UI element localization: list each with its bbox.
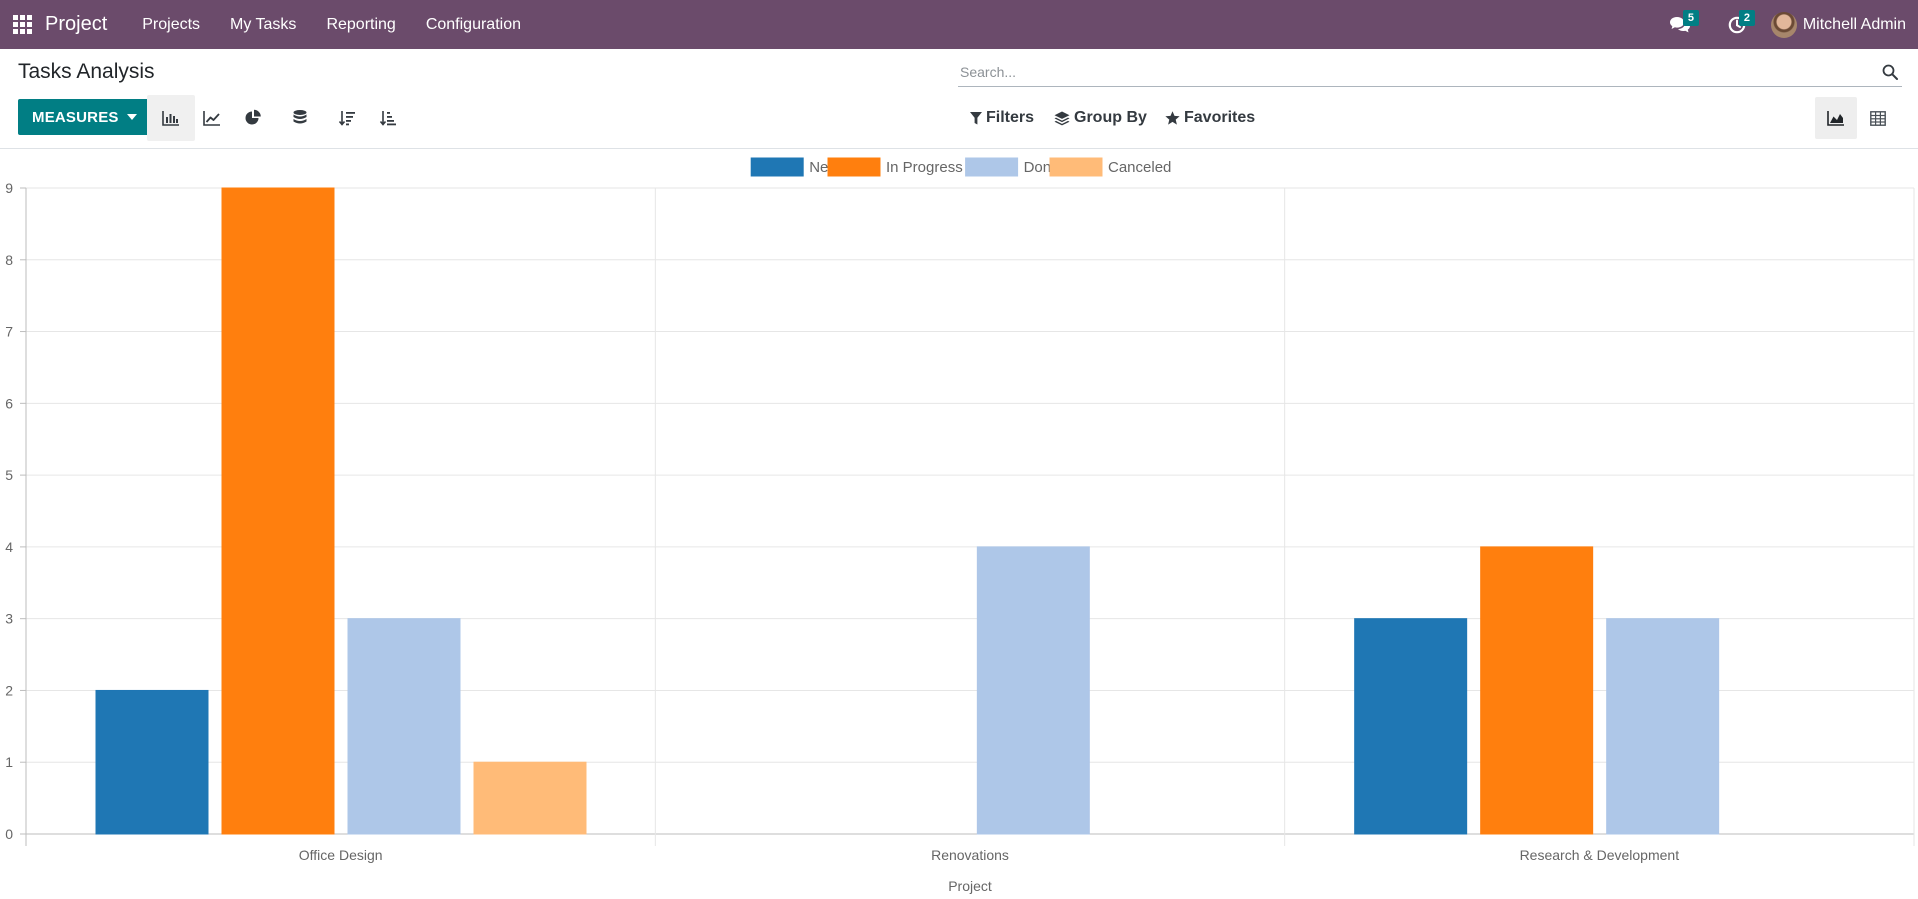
bar-in-progress[interactable] (1480, 546, 1594, 835)
messages-button[interactable]: 5 (1653, 0, 1709, 49)
y-tick-label: 0 (5, 826, 13, 842)
y-tick-label: 2 (5, 682, 13, 698)
filter-icon (970, 111, 982, 124)
pie-chart-button[interactable] (229, 95, 277, 141)
main-menu: Projects My Tasks Reporting Configuratio… (127, 0, 536, 49)
x-axis-label: Project (948, 878, 992, 894)
bar-new[interactable] (1354, 618, 1468, 835)
y-tick-label: 7 (5, 324, 13, 340)
favorites-button[interactable]: Favorites (1165, 109, 1255, 127)
search-input[interactable] (958, 63, 1878, 80)
sort-descending-button[interactable] (323, 95, 371, 141)
tasks-bar-chart: 0 1 2 3 4 5 6 7 8 9 Office Design Renovations Resear… (5, 157, 1915, 894)
bar-in-progress[interactable] (221, 187, 335, 835)
star-icon (1165, 111, 1180, 125)
bar-new[interactable] (95, 689, 209, 835)
y-tick-label: 3 (5, 611, 13, 627)
filters-label: Filters (986, 109, 1035, 126)
activities-button[interactable]: 2 (1709, 0, 1765, 49)
filters-button[interactable]: Filters (970, 109, 1034, 127)
bar-chart-icon (162, 111, 179, 126)
menu-reporting[interactable]: Reporting (326, 16, 396, 33)
layers-icon (1054, 111, 1070, 125)
legend-swatch-done[interactable] (965, 157, 1019, 177)
line-chart-button[interactable] (188, 95, 236, 141)
messages-count-badge: 5 (1682, 10, 1699, 26)
bar-chart-button[interactable] (147, 95, 195, 141)
activities-count-badge: 2 (1738, 10, 1755, 26)
page-title: Tasks Analysis (18, 60, 155, 83)
control-panel-divider (0, 148, 1918, 149)
database-icon (293, 110, 307, 124)
app-brand[interactable]: Project (45, 13, 108, 35)
x-tick-label: Renovations (931, 847, 1009, 863)
sort-descending-icon (338, 111, 355, 126)
avatar (1770, 11, 1797, 38)
caret-down-icon (126, 114, 137, 120)
table-icon (1870, 110, 1886, 126)
bar-done[interactable] (347, 618, 461, 835)
legend-swatch-canceled[interactable] (1049, 157, 1103, 177)
y-tick-label: 9 (5, 180, 13, 196)
sort-ascending-icon (379, 111, 396, 126)
legend-label-in-progress[interactable]: In Progress (886, 159, 963, 176)
systray: 5 2 Mitchell Admin (1653, 0, 1918, 49)
pivot-view-button[interactable] (1857, 97, 1899, 139)
y-tick-label: 5 (5, 467, 13, 483)
apps-menu-icon[interactable] (0, 0, 44, 49)
pie-chart-icon (245, 109, 261, 125)
menu-my-tasks[interactable]: My Tasks (230, 16, 297, 33)
user-name: Mitchell Admin (1802, 15, 1906, 33)
x-tick-label: Research & Development (1520, 847, 1680, 863)
favorites-label: Favorites (1184, 109, 1256, 126)
legend-swatch-in-progress[interactable] (827, 157, 881, 177)
bar-canceled[interactable] (473, 761, 587, 835)
measures-label: MEASURES (32, 108, 119, 126)
stacked-button[interactable] (276, 95, 324, 141)
y-tick-label: 4 (5, 539, 13, 555)
y-tick-label: 8 (5, 252, 13, 268)
y-tick-label: 6 (5, 395, 13, 411)
area-chart-icon (1827, 111, 1844, 126)
bar-done[interactable] (1606, 618, 1720, 835)
search-bar (958, 57, 1902, 87)
measures-button[interactable]: MEASURES (18, 99, 151, 135)
sort-ascending-button[interactable] (364, 95, 412, 141)
top-navbar: Project Projects My Tasks Reporting Conf… (0, 0, 1918, 49)
group-by-label: Group By (1074, 109, 1147, 126)
x-tick-label: Office Design (299, 847, 383, 863)
legend-label-canceled[interactable]: Canceled (1108, 159, 1171, 176)
line-chart-icon (203, 111, 220, 126)
legend-swatch-new[interactable] (750, 157, 804, 177)
user-menu[interactable]: Mitchell Admin (1770, 11, 1906, 38)
y-tick-label: 1 (5, 754, 13, 770)
graph-view-button[interactable] (1815, 97, 1857, 139)
menu-projects[interactable]: Projects (142, 16, 201, 33)
menu-configuration[interactable]: Configuration (425, 16, 521, 33)
group-by-button[interactable]: Group By (1054, 109, 1147, 127)
bar-done[interactable] (976, 546, 1090, 835)
search-icon[interactable] (1878, 60, 1902, 84)
